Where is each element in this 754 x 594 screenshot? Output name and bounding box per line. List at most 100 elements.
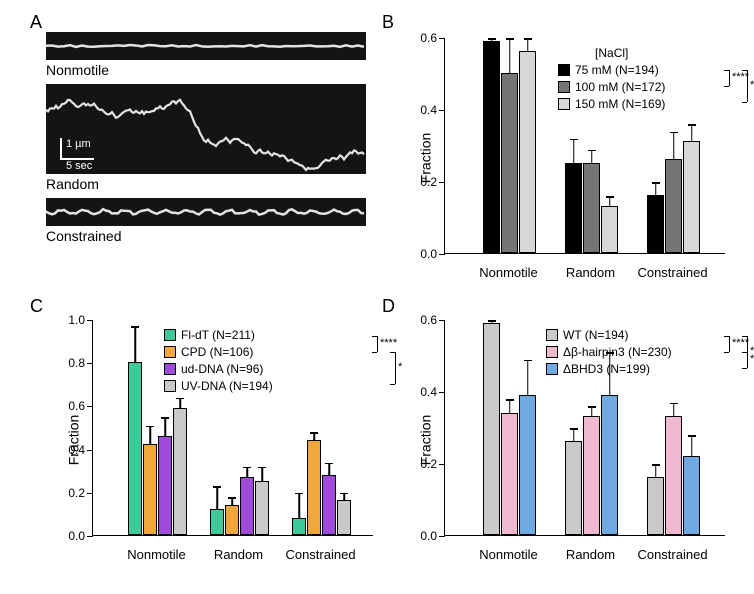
bar [210,509,224,535]
panel-c-label: C [30,296,43,317]
panel-d: 0.00.20.40.6FractionNonmotileRandomConst… [398,314,731,566]
legend-swatch [164,380,176,392]
legend-label: Fl-dT (N=211) [181,328,255,342]
bar [647,195,664,253]
x-category-label: Nonmotile [127,547,186,562]
strip-label: Nonmotile [46,62,366,78]
legend-label: 75 mM (N=194) [575,63,659,77]
x-category-label: Nonmotile [479,265,538,280]
panel-d-label: D [382,296,395,317]
bar [583,163,600,253]
significance-label: **** [380,337,397,349]
legend-label: Δβ-hairpin3 (N=230) [563,345,672,359]
x-category-label: Constrained [637,265,707,280]
bar [565,163,582,253]
x-category-label: Random [566,265,615,280]
legend: [NaCl] 75 mM (N=194) 100 mM (N=172) 150 mM … [558,46,665,114]
legend-swatch [546,363,558,375]
y-tick-label: 0.6 [420,31,437,45]
legend-item: Fl-dT (N=211) [164,328,273,342]
bar [292,518,306,535]
legend-item: UV-DNA (N=194) [164,379,273,393]
strip-label: Random [46,176,366,192]
legend-label: WT (N=194) [563,328,628,342]
y-tick-label: 0.2 [68,486,85,500]
legend-label: UV-DNA (N=194) [181,379,273,393]
y-tick-label: 0.4 [420,103,437,117]
legend-label: ud-DNA (N=96) [181,362,263,376]
bar [683,141,700,253]
panel-b: 0.00.20.40.6FractionNonmotileRandomConst… [398,32,731,284]
y-tick-label: 0.0 [420,247,437,261]
bar [158,436,172,535]
microscopy-strip: 1 µm5 sec [46,84,366,174]
x-category-label: Random [214,547,263,562]
x-category-label: Constrained [637,547,707,562]
y-axis-label: Fraction [417,133,433,184]
bar [128,362,142,535]
bar [519,395,536,535]
panel-b-label: B [382,12,394,33]
bar [225,505,239,535]
panel-c: 0.00.20.40.60.81.0FractionNonmotileRando… [46,314,379,566]
legend-swatch [546,329,558,341]
legend-label: CPD (N=106) [181,345,253,359]
legend-swatch [164,346,176,358]
bar [337,500,351,535]
legend-item: ΔBHD3 (N=199) [546,362,672,376]
bar [143,444,157,535]
bar [307,440,321,535]
legend-swatch [546,346,558,358]
x-category-label: Random [566,547,615,562]
y-tick-label: 0.4 [420,385,437,399]
microscopy-strip [46,32,366,60]
bar [565,441,582,535]
y-tick-label: 0.0 [420,529,437,543]
bar [501,413,518,535]
bar [483,323,500,535]
bar [519,51,536,253]
bar [173,408,187,535]
bar [665,416,682,535]
y-tick-label: 1.0 [68,313,85,327]
legend-item: 100 mM (N=172) [558,80,665,94]
x-category-label: Constrained [285,547,355,562]
y-axis-label: Fraction [65,415,81,466]
bar [501,73,518,253]
legend-item: CPD (N=106) [164,345,273,359]
panel-a: Nonmotile 1 µm5 sec Random Constrained [46,32,366,250]
bar [647,477,664,535]
bar [665,159,682,253]
y-tick-label: 0.0 [68,529,85,543]
bar [322,475,336,535]
legend-swatch [558,64,570,76]
microscopy-strip [46,198,366,226]
bar [255,481,269,535]
legend-item: 150 mM (N=169) [558,97,665,111]
strip-label: Constrained [46,228,366,244]
legend-item: WT (N=194) [546,328,672,342]
legend-swatch [164,329,176,341]
legend-item: ud-DNA (N=96) [164,362,273,376]
significance-label: **** [750,353,754,365]
significance-label: *** [750,79,754,91]
legend-label: ΔBHD3 (N=199) [563,362,650,376]
legend: Fl-dT (N=211) CPD (N=106) ud-DNA (N=96) UV-… [164,328,273,396]
bar [683,456,700,535]
bar [583,416,600,535]
x-category-label: Nonmotile [479,547,538,562]
legend: WT (N=194) Δβ-hairpin3 (N=230) ΔBHD3 (N=19… [546,328,672,379]
legend-label: 100 mM (N=172) [575,80,665,94]
legend-title: [NaCl] [558,46,665,60]
legend-label: 150 mM (N=169) [575,97,665,111]
panel-a-label: A [30,12,42,33]
y-axis-label: Fraction [417,415,433,466]
bar [240,477,254,535]
bar [601,206,618,253]
bar [483,41,500,253]
y-tick-label: 0.8 [68,356,85,370]
legend-item: Δβ-hairpin3 (N=230) [546,345,672,359]
legend-swatch [164,363,176,375]
legend-swatch [558,81,570,93]
legend-item: 75 mM (N=194) [558,63,665,77]
